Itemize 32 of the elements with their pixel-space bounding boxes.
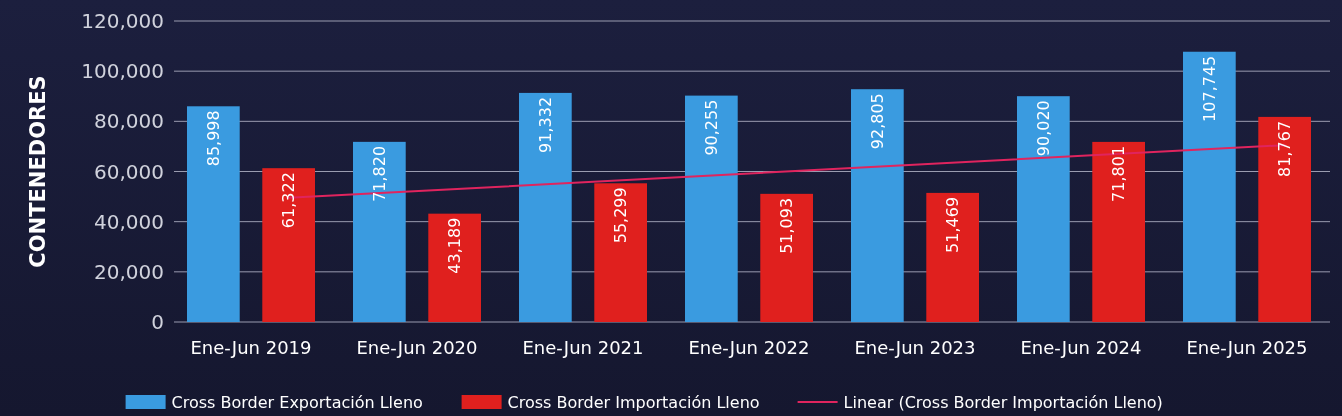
data-label: 43,189 — [445, 217, 465, 274]
legend-label: Cross Border Importación Lleno — [507, 392, 760, 412]
x-tick-label: Ene-Jun 2020 — [356, 337, 478, 358]
y-tick-label: 80,000 — [94, 109, 164, 134]
x-tick-label: Ene-Jun 2022 — [688, 337, 810, 358]
data-label: 85,998 — [203, 110, 223, 167]
y-axis-title: CONTENEDORES — [26, 75, 50, 268]
data-label: 81,767 — [1275, 120, 1295, 177]
y-tick-label: 40,000 — [94, 209, 164, 234]
x-tick-label: Ene-Jun 2021 — [522, 337, 644, 358]
y-tick-label: 100,000 — [81, 59, 164, 84]
data-label: 90,255 — [701, 99, 721, 156]
y-tick-label: 120,000 — [81, 9, 164, 33]
y-tick-label: 20,000 — [94, 259, 164, 284]
x-tick-label: Ene-Jun 2024 — [1020, 337, 1142, 358]
data-label: 61,322 — [279, 172, 299, 229]
x-tick-label: Ene-Jun 2019 — [190, 337, 312, 358]
data-label: 90,020 — [1033, 100, 1053, 157]
data-label: 55,299 — [611, 187, 631, 244]
y-tick-label: 0 — [151, 310, 164, 334]
data-label: 92,805 — [867, 93, 887, 150]
y-tick-label: 60,000 — [94, 159, 164, 184]
legend-label: Linear (Cross Border Importación Lleno) — [843, 392, 1163, 412]
data-label: 71,820 — [369, 145, 389, 202]
data-label: 91,332 — [535, 96, 555, 153]
legend-label: Cross Border Exportación Lleno — [171, 392, 423, 412]
data-label: 51,093 — [777, 197, 797, 254]
x-tick-label: Ene-Jun 2025 — [1186, 337, 1308, 358]
data-label: 107,745 — [1199, 55, 1219, 122]
x-tick-label: Ene-Jun 2023 — [854, 337, 976, 358]
data-label: 51,469 — [943, 196, 963, 253]
data-label: 71,801 — [1109, 145, 1129, 202]
